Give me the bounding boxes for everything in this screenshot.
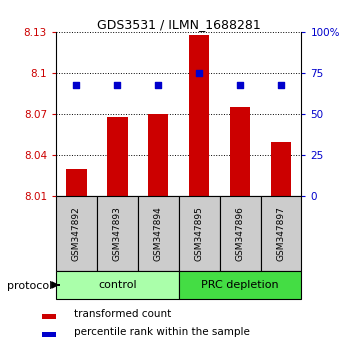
Text: control: control: [98, 280, 136, 290]
Text: GSM347896: GSM347896: [236, 206, 244, 261]
Text: transformed count: transformed count: [74, 309, 171, 319]
Bar: [271, 142, 291, 196]
Text: PRC depletion: PRC depletion: [201, 280, 279, 290]
Bar: [189, 35, 209, 196]
Text: GSM347897: GSM347897: [277, 206, 286, 261]
Point: [114, 82, 120, 87]
Bar: [97, 196, 138, 271]
Bar: [43, 314, 56, 319]
Title: GDS3531 / ILMN_1688281: GDS3531 / ILMN_1688281: [97, 18, 261, 31]
Text: GSM347895: GSM347895: [195, 206, 204, 261]
Point: [74, 82, 79, 87]
Point: [278, 82, 284, 87]
Text: percentile rank within the sample: percentile rank within the sample: [74, 327, 250, 337]
Bar: [230, 107, 250, 196]
Bar: [43, 332, 56, 337]
Bar: [56, 271, 179, 299]
Text: protocol: protocol: [7, 281, 52, 291]
Bar: [219, 196, 261, 271]
Bar: [148, 114, 169, 196]
Point: [155, 82, 161, 87]
Bar: [138, 196, 179, 271]
Bar: [56, 196, 97, 271]
Bar: [179, 271, 301, 299]
Bar: [107, 117, 127, 196]
Bar: [261, 196, 301, 271]
Bar: [179, 196, 219, 271]
Text: GSM347892: GSM347892: [72, 206, 81, 261]
Point: [196, 70, 202, 76]
Bar: [66, 169, 87, 196]
Text: GSM347893: GSM347893: [113, 206, 122, 261]
Point: [237, 82, 243, 87]
Text: GSM347894: GSM347894: [154, 206, 163, 261]
